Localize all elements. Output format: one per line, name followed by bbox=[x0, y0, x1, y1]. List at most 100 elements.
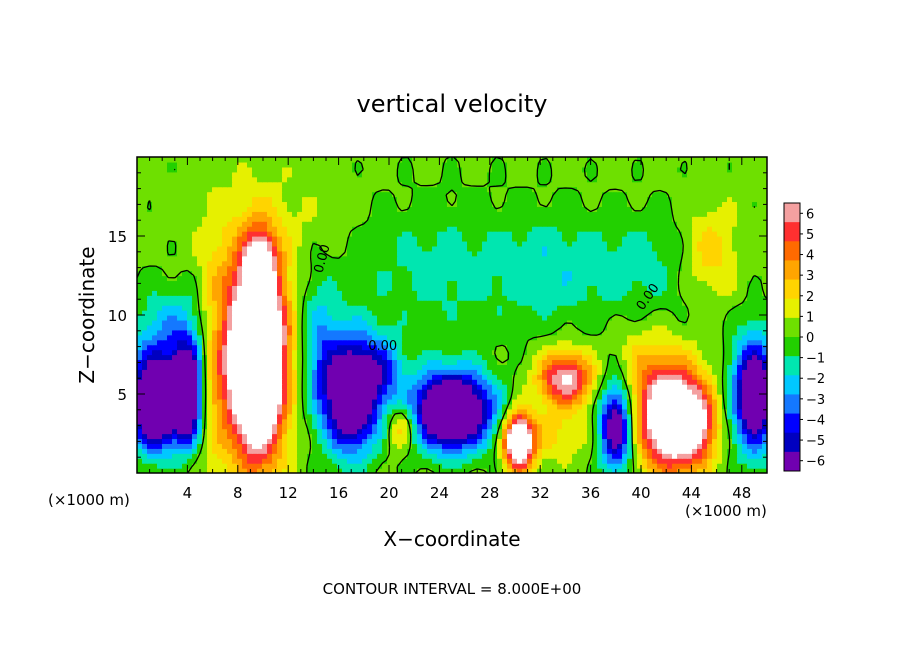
heatmap-cell bbox=[627, 448, 633, 454]
heatmap-cell bbox=[452, 448, 458, 454]
heatmap-cell bbox=[577, 364, 583, 370]
heatmap-cell bbox=[717, 453, 723, 459]
heatmap-cell bbox=[372, 329, 378, 336]
heatmap-cell bbox=[442, 468, 448, 473]
heatmap-cell bbox=[252, 329, 258, 336]
heatmap-cell bbox=[427, 443, 433, 449]
heatmap-cell bbox=[667, 403, 673, 410]
heatmap-cell bbox=[712, 295, 718, 301]
heatmap-cell bbox=[762, 468, 767, 473]
heatmap-cell bbox=[347, 428, 353, 435]
heatmap-cell bbox=[207, 463, 213, 469]
heatmap-cell bbox=[657, 458, 663, 464]
heatmap-cell bbox=[592, 458, 598, 464]
heatmap-cell bbox=[407, 339, 413, 346]
heatmap-cell bbox=[472, 394, 478, 400]
heatmap-cell bbox=[197, 448, 203, 454]
heatmap-cell bbox=[757, 364, 763, 370]
heatmap-cell bbox=[447, 275, 453, 282]
heatmap-cell bbox=[692, 359, 698, 365]
heatmap-cell bbox=[452, 374, 458, 380]
heatmap-cell bbox=[347, 413, 353, 420]
heatmap-cell bbox=[662, 310, 668, 316]
heatmap-cell bbox=[682, 418, 688, 425]
heatmap-cell bbox=[527, 433, 533, 440]
heatmap-cell bbox=[707, 408, 713, 415]
heatmap-cell bbox=[262, 448, 268, 454]
heatmap-cell bbox=[557, 374, 563, 380]
heatmap-cell bbox=[467, 290, 473, 296]
heatmap-cell bbox=[417, 359, 423, 365]
heatmap-cell bbox=[252, 334, 258, 341]
heatmap-cell bbox=[647, 453, 653, 459]
heatmap-cell bbox=[417, 354, 423, 361]
heatmap-cell bbox=[312, 339, 318, 346]
heatmap-cell bbox=[547, 354, 553, 361]
heatmap-cell bbox=[487, 300, 493, 306]
heatmap-cell bbox=[657, 453, 663, 459]
heatmap-cell bbox=[362, 334, 368, 341]
heatmap-cell bbox=[322, 458, 328, 464]
heatmap-cell bbox=[217, 329, 223, 336]
heatmap-cell bbox=[267, 394, 273, 400]
heatmap-cell bbox=[542, 448, 548, 454]
heatmap-cell bbox=[242, 344, 248, 351]
heatmap-cell bbox=[282, 334, 288, 341]
heatmap-cell bbox=[547, 428, 553, 435]
heatmap-cell bbox=[367, 324, 373, 331]
heatmap-cell bbox=[307, 324, 313, 331]
heatmap-cell bbox=[342, 334, 348, 341]
heatmap-cell bbox=[497, 433, 503, 440]
heatmap-cell bbox=[552, 334, 558, 341]
heatmap-cell bbox=[697, 453, 703, 459]
heatmap-cell bbox=[187, 300, 193, 306]
heatmap-cell bbox=[617, 433, 623, 440]
heatmap-cell bbox=[597, 384, 603, 390]
heatmap-cell bbox=[522, 324, 528, 331]
heatmap-cell bbox=[387, 354, 393, 361]
heatmap-cell bbox=[212, 448, 218, 454]
heatmap-cell bbox=[152, 453, 158, 459]
heatmap-cell bbox=[322, 305, 328, 311]
heatmap-cell bbox=[247, 334, 253, 341]
heatmap-cell bbox=[532, 329, 538, 336]
heatmap-cell bbox=[742, 280, 748, 286]
heatmap-cell bbox=[157, 463, 163, 469]
heatmap-cell bbox=[267, 413, 273, 420]
heatmap-cell bbox=[627, 428, 633, 435]
heatmap-cell bbox=[407, 374, 413, 380]
heatmap-cell bbox=[517, 413, 523, 420]
heatmap-cell bbox=[262, 334, 268, 341]
heatmap-cell bbox=[522, 374, 528, 380]
heatmap-cell bbox=[312, 324, 318, 331]
heatmap-cell bbox=[732, 398, 738, 405]
heatmap-cell bbox=[212, 334, 218, 341]
heatmap-cell bbox=[267, 468, 273, 473]
heatmap-cell bbox=[577, 403, 583, 410]
heatmap-cell bbox=[222, 379, 228, 385]
heatmap-cell bbox=[242, 290, 248, 296]
heatmap-cell bbox=[497, 280, 503, 286]
heatmap-cell bbox=[192, 329, 198, 336]
heatmap-cell bbox=[252, 369, 258, 375]
heatmap-cell bbox=[462, 339, 468, 346]
heatmap-cell bbox=[517, 324, 523, 331]
heatmap-cell bbox=[432, 275, 438, 282]
heatmap-cell bbox=[382, 329, 388, 336]
heatmap-cell bbox=[357, 300, 363, 306]
heatmap-cell bbox=[232, 339, 238, 346]
heatmap-cell bbox=[217, 413, 223, 420]
heatmap-cell bbox=[452, 379, 458, 385]
heatmap-cell bbox=[712, 453, 718, 459]
heatmap-cell bbox=[327, 389, 333, 395]
heatmap-cell bbox=[587, 349, 593, 356]
heatmap-cell bbox=[442, 319, 448, 326]
heatmap-cell bbox=[387, 403, 393, 410]
heatmap-cell bbox=[652, 349, 658, 356]
heatmap-cell bbox=[597, 359, 603, 365]
heatmap-cell bbox=[742, 344, 748, 351]
heatmap-cell bbox=[487, 285, 493, 291]
heatmap-cell bbox=[477, 448, 483, 454]
heatmap-cell bbox=[552, 389, 558, 395]
heatmap-cell bbox=[467, 339, 473, 346]
